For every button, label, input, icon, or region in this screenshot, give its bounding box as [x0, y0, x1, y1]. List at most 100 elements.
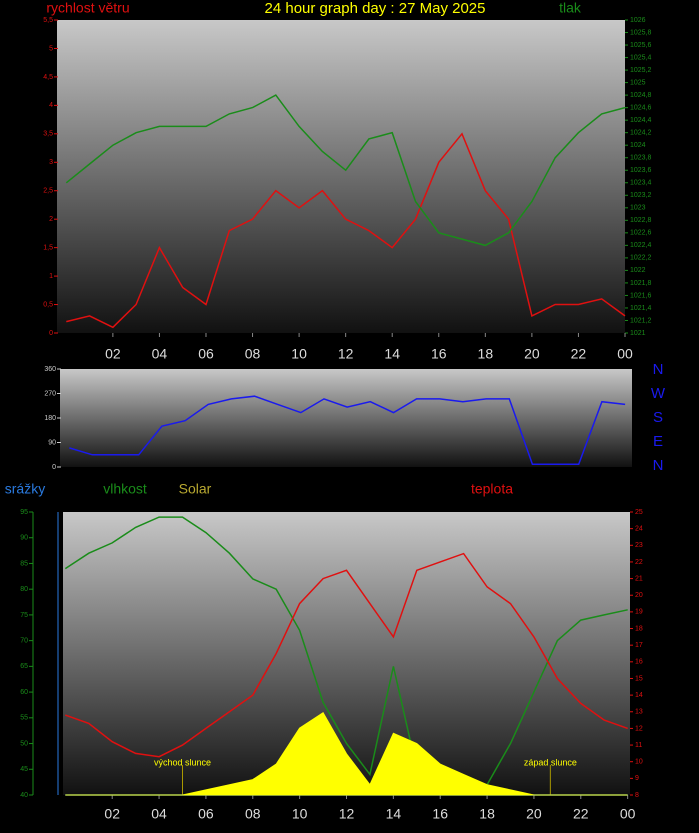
- annotation: západ slunce: [524, 757, 577, 767]
- x-tick-label: 16: [431, 346, 447, 362]
- legend-label: rychlost větru: [46, 0, 129, 16]
- y-tick-label: 0: [52, 464, 56, 471]
- legend-label: teplota: [471, 481, 513, 497]
- y-tick-label: 1,5: [43, 244, 53, 251]
- line: [65, 552, 628, 758]
- plot-bg: [57, 20, 625, 333]
- y2-tick-label: 1025,6: [630, 42, 652, 49]
- y-tick-label: 0: [49, 330, 53, 337]
- x-tick-label: 20: [526, 806, 542, 822]
- y-tick-label: 40: [20, 792, 28, 799]
- compass-label: S: [653, 409, 663, 426]
- compass-label: E: [653, 433, 663, 450]
- x-tick-label: 08: [245, 806, 261, 822]
- y2-tick-label: 1023,4: [630, 180, 652, 187]
- y-tick-label: 70: [20, 637, 28, 644]
- y2-tick-label: 22: [635, 559, 643, 566]
- y2-tick-label: 1024,8: [630, 92, 652, 99]
- y2-tick-label: 1023,6: [630, 167, 652, 174]
- x-tick-label: 06: [198, 346, 214, 362]
- legend-label: Solar: [179, 481, 212, 497]
- y-tick-label: 80: [20, 586, 28, 593]
- y2-tick-label: 11: [635, 742, 642, 749]
- y-tick-label: 2: [49, 216, 53, 223]
- x-tick-label: 14: [384, 346, 400, 362]
- y-tick-label: 95: [20, 509, 28, 516]
- y2-tick-label: 1023,8: [630, 155, 652, 162]
- y2-tick-label: 1021,2: [630, 317, 652, 324]
- x-tick-label: 16: [432, 806, 448, 822]
- y2-tick-label: 1025: [630, 79, 646, 86]
- y-tick-label: 2,5: [43, 188, 53, 195]
- y2-tick-label: 1024,6: [630, 104, 652, 111]
- y2-tick-label: 1023: [630, 205, 646, 212]
- y2-tick-label: 1023,2: [630, 192, 652, 199]
- y-tick-label: 45: [20, 766, 28, 773]
- y2-tick-label: 1025,8: [630, 29, 652, 36]
- x-tick-label: 20: [524, 346, 540, 362]
- y2-tick-label: 23: [635, 542, 643, 549]
- x-tick-label: 18: [479, 806, 495, 822]
- y2-tick-label: 15: [635, 675, 643, 682]
- legend-label: srážky: [5, 481, 45, 497]
- y2-tick-label: 18: [635, 625, 643, 632]
- y2-tick-label: 19: [635, 609, 643, 616]
- y-tick-label: 180: [44, 415, 56, 422]
- y2-tick-label: 1024,4: [630, 117, 652, 124]
- y-tick-label: 60: [20, 689, 28, 696]
- y2-tick-label: 12: [635, 725, 643, 732]
- x-tick-label: 04: [151, 806, 167, 822]
- line: [65, 94, 626, 247]
- y2-tick-label: 1021,8: [630, 280, 652, 287]
- annotation: východ slunce: [154, 757, 211, 767]
- y2-tick-label: 9: [635, 775, 639, 782]
- y-tick-label: 50: [20, 740, 28, 747]
- y2-tick-label: 21: [635, 575, 643, 582]
- title: 24 hour graph day : 27 May 2025: [265, 0, 486, 17]
- y2-tick-label: 16: [635, 659, 643, 666]
- plot-bg: [60, 369, 632, 467]
- x-tick-label: 22: [571, 346, 587, 362]
- y2-tick-label: 1022: [630, 267, 646, 274]
- y-tick-label: 1: [49, 273, 53, 280]
- x-tick-label: 04: [152, 346, 168, 362]
- compass-label: N: [653, 361, 664, 378]
- y2-tick-label: 1022,2: [630, 255, 652, 262]
- y2-tick-label: 25: [635, 509, 643, 516]
- y-tick-label: 360: [44, 366, 56, 373]
- x-tick-label: 06: [198, 806, 214, 822]
- x-tick-label: 10: [291, 346, 307, 362]
- y-tick-label: 270: [44, 390, 56, 397]
- compass-label: W: [651, 385, 666, 402]
- x-tick-label: 12: [339, 806, 355, 822]
- x-tick-label: 00: [620, 806, 636, 822]
- x-tick-label: 12: [338, 346, 354, 362]
- y2-tick-label: 1026: [630, 17, 646, 24]
- legend-label: tlak: [559, 0, 582, 16]
- y-tick-label: 90: [48, 439, 56, 446]
- x-tick-label: 10: [292, 806, 308, 822]
- line: [64, 516, 628, 786]
- x-tick-label: 22: [573, 806, 589, 822]
- line: [66, 132, 626, 329]
- line: [69, 395, 626, 466]
- y-tick-label: 0,5: [43, 301, 53, 308]
- x-tick-label: 02: [105, 346, 121, 362]
- y-tick-label: 4: [49, 102, 53, 109]
- y-tick-label: 4,5: [43, 74, 53, 81]
- y2-tick-label: 13: [635, 709, 643, 716]
- y2-tick-label: 8: [635, 792, 639, 799]
- y2-tick-label: 20: [635, 592, 643, 599]
- y2-tick-label: 1025,2: [630, 67, 652, 74]
- y2-tick-label: 10: [635, 759, 643, 766]
- y-tick-label: 3,5: [43, 131, 53, 138]
- y-tick-label: 3: [49, 159, 53, 166]
- x-tick-label: 02: [104, 806, 120, 822]
- y-tick-label: 75: [20, 612, 28, 619]
- y2-tick-label: 14: [635, 692, 643, 699]
- y-tick-label: 5,5: [43, 17, 53, 24]
- legend-label: vlhkost: [103, 481, 147, 497]
- y2-tick-label: 24: [635, 525, 643, 532]
- y2-tick-label: 1021,6: [630, 292, 652, 299]
